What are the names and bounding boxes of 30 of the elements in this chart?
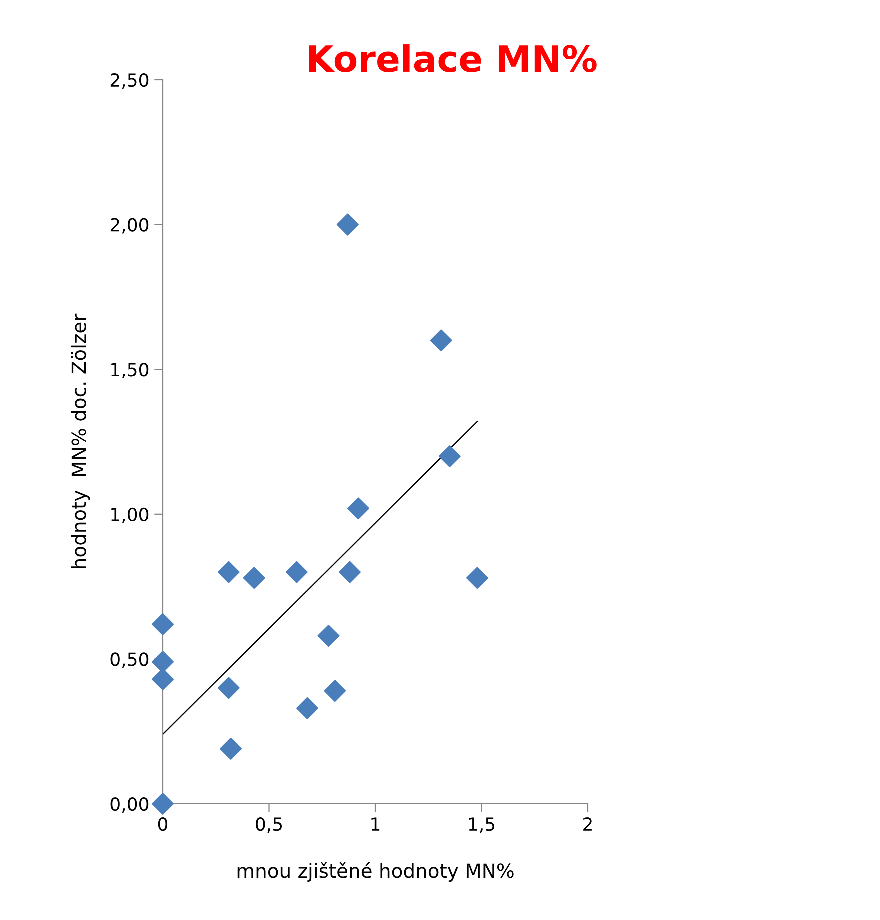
point [324,680,346,702]
y-tick-label: 1,50 [112,363,149,379]
y-tick-label: 1,00 [112,508,149,524]
point [152,613,174,636]
point [286,561,308,584]
point [430,330,452,352]
x-tick-label: 2 [584,818,592,831]
point [152,793,174,815]
chart-title: Korelace MN% [309,44,597,72]
point [318,625,340,648]
x-tick-label: 0,5 [256,818,282,834]
y-tick-label: 2,00 [110,218,149,234]
x-tick-label: 1,5 [469,818,495,834]
point [218,677,240,700]
point [348,498,370,520]
x-axis-title: mnou zjištěné hodnoty MN% [238,862,514,882]
point [438,445,461,468]
point [339,561,361,584]
y-tick-label: 2,50 [110,73,149,89]
y-axis-title: hodnoty MN% doc. Zölzer [71,314,90,568]
y-tick-label: 0,00 [110,797,149,813]
y-tick-label: 0,50 [110,652,149,668]
point [336,214,359,236]
point [466,567,488,590]
x-tick-label: 0 [158,818,168,832]
point [220,738,242,760]
point [243,567,266,590]
point [296,697,318,720]
x-tick-label: 1 [372,818,380,831]
point [218,561,240,584]
